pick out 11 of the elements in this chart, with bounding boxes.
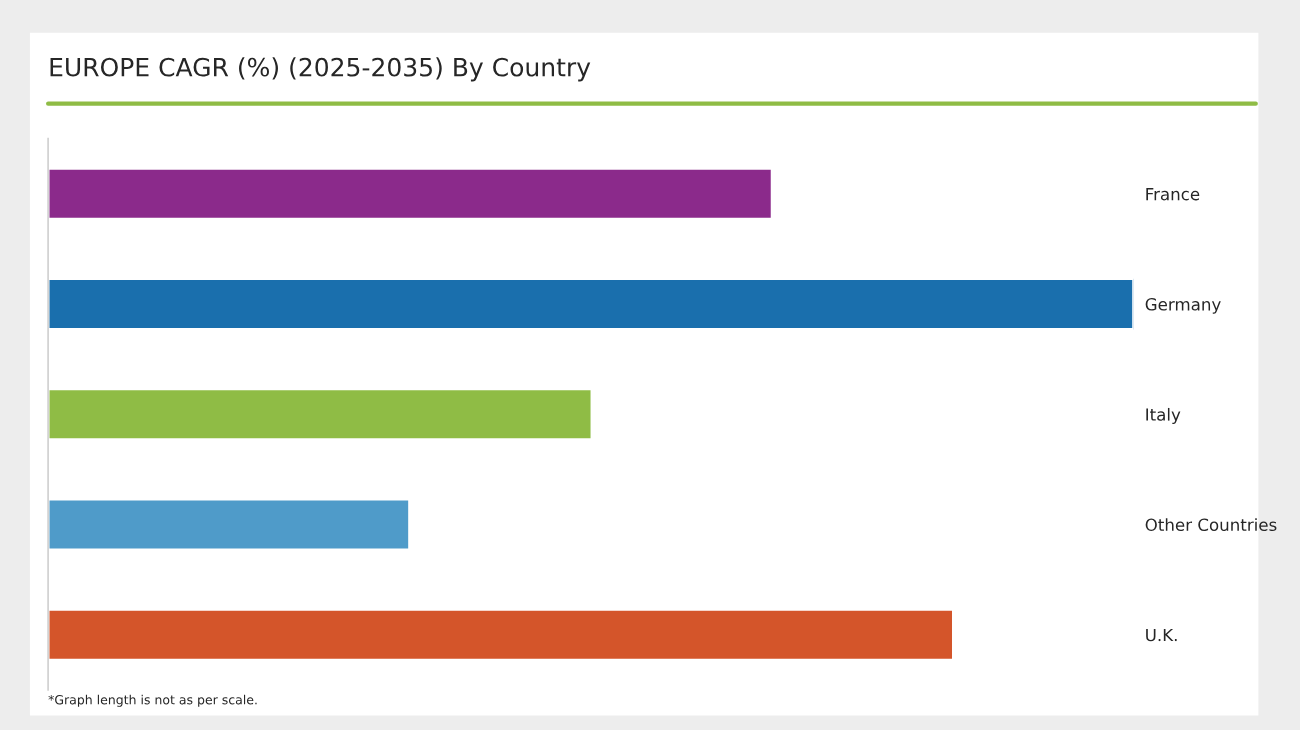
bar [48,607,955,662]
y-tick-label: Other Countries [1145,518,1277,532]
bar [48,277,1134,331]
y-tick-label: Germany [1145,298,1221,314]
chart-title: EUROPE CAGR (%) (2025-2035) By Country [50,57,591,82]
y-tick-label: France [1146,188,1200,201]
y-tick-label: U.K. [1146,628,1177,642]
bar [48,497,411,552]
bar [48,387,594,442]
y-tick-label: Italy [1146,407,1181,425]
bar [48,167,774,221]
